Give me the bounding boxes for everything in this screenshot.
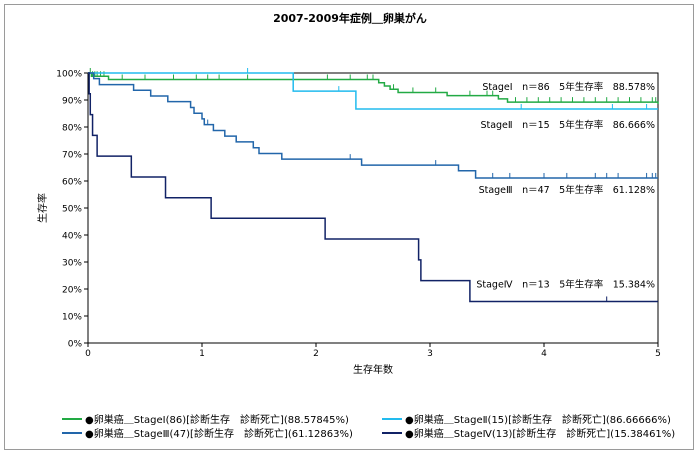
legend-swatch xyxy=(62,417,82,420)
y-axis-label: 生存率 xyxy=(36,193,49,223)
legend-item: ●卵巣癌＿StageⅠ(86)[診断生存 診断死亡](88.57845%) xyxy=(62,411,349,426)
series-label: StageⅢ n＝47 5年生存率 61.128% xyxy=(479,184,655,196)
series-label: StageⅠ n＝86 5年生存率 88.578% xyxy=(482,81,655,93)
legend-label: ●卵巣癌＿StageⅡ(15)[診断生存 診断死亡](86.66666%) xyxy=(405,415,671,426)
legend-item: ●卵巣癌＿StageⅡ(15)[診断生存 診断死亡](86.66666%) xyxy=(382,411,671,426)
series-line xyxy=(88,72,658,110)
y-tick-label: 20% xyxy=(62,286,82,296)
legend: ●卵巣癌＿StageⅠ(86)[診断生存 診断死亡](88.57845%) ●卵巣… xyxy=(62,411,682,441)
x-axis-label: 生存年数 xyxy=(353,363,393,376)
legend-item: ●卵巣癌＿StageⅣ(13)[診断生存 診断死亡](15.38461%) xyxy=(382,425,675,440)
x-tick-label: 5 xyxy=(655,349,661,359)
legend-label: ●卵巣癌＿StageⅣ(13)[診断生存 診断死亡](15.38461%) xyxy=(405,429,676,440)
y-tick-label: 40% xyxy=(62,232,82,242)
y-tick-label: 70% xyxy=(62,151,82,161)
series-line xyxy=(88,72,658,179)
chart-title: 2007-2009年症例＿卵巣がん xyxy=(273,12,427,25)
legend-swatch xyxy=(62,431,82,434)
y-tick-label: 80% xyxy=(62,124,82,134)
chart-frame xyxy=(4,4,694,450)
y-tick-label: 60% xyxy=(62,178,82,188)
legend-label: ●卵巣癌＿StageⅢ(47)[診断生存 診断死亡](61.12863%) xyxy=(85,429,353,440)
legend-swatch xyxy=(382,431,402,434)
legend-swatch xyxy=(382,417,402,420)
x-tick-label: 0 xyxy=(85,349,91,359)
y-tick-label: 30% xyxy=(62,259,82,269)
series-label: StageⅣ n＝13 5年生存率 15.384% xyxy=(476,278,655,290)
y-tick-label: 50% xyxy=(62,205,82,215)
y-tick-label: 10% xyxy=(62,313,82,323)
x-tick-label: 2 xyxy=(313,349,319,359)
y-tick-label: 100% xyxy=(56,70,82,80)
x-tick-label: 4 xyxy=(541,349,547,359)
series-line xyxy=(88,72,658,303)
x-tick-label: 3 xyxy=(427,349,433,359)
legend-label: ●卵巣癌＿StageⅠ(86)[診断生存 診断死亡](88.57845%) xyxy=(85,415,349,426)
y-tick-label: 0% xyxy=(68,340,83,350)
series-line xyxy=(88,72,659,104)
x-tick-label: 1 xyxy=(199,349,205,359)
legend-item: ●卵巣癌＿StageⅢ(47)[診断生存 診断死亡](61.12863%) xyxy=(62,425,353,440)
y-tick-label: 90% xyxy=(62,97,82,107)
plot-box xyxy=(87,72,659,344)
series-label: StageⅡ n＝15 5年生存率 86.666% xyxy=(480,119,655,131)
